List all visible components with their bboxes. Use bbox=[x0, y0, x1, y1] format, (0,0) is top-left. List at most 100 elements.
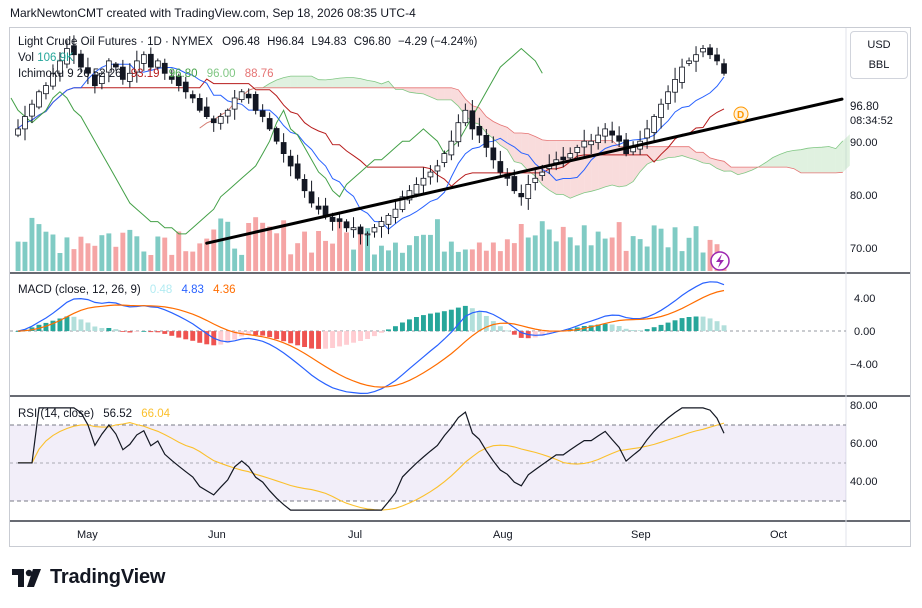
volume-bar bbox=[260, 222, 266, 271]
volume-bar bbox=[539, 221, 545, 271]
ichimoku-kijun bbox=[17, 78, 725, 187]
candle-body bbox=[78, 53, 84, 68]
price-candles[interactable] bbox=[15, 35, 727, 246]
cloud-segment bbox=[772, 154, 780, 168]
cloud-segment bbox=[744, 167, 752, 173]
rsi-tick-60: 60.00 bbox=[850, 438, 878, 450]
volume-bar bbox=[595, 231, 601, 271]
x-label-aug: Aug bbox=[493, 529, 513, 541]
candle-body bbox=[357, 226, 364, 235]
macd-hist-bar bbox=[169, 331, 175, 336]
volume-bar bbox=[295, 243, 301, 271]
cloud-segment bbox=[584, 140, 592, 193]
candle-body bbox=[259, 110, 266, 117]
dividend-marker[interactable] bbox=[733, 106, 749, 122]
volume-bar bbox=[483, 250, 489, 271]
cloud-segment bbox=[682, 146, 690, 158]
candle-body bbox=[189, 94, 196, 99]
candle-body bbox=[210, 118, 217, 124]
candle-body bbox=[490, 147, 497, 161]
countdown-label: 08:34:52 bbox=[850, 115, 893, 127]
candle-body bbox=[567, 153, 574, 159]
chart-frame[interactable]: 96.80 08:34:52 90.00 80.00 70.00 D 4.00 … bbox=[9, 27, 911, 547]
macd-hist-bar bbox=[679, 318, 685, 331]
legend-ichimoku-label[interactable]: Ichimoku 9 26 52 26 bbox=[18, 68, 122, 80]
candle-body bbox=[182, 81, 189, 93]
currency-button[interactable]: USD bbox=[867, 39, 891, 51]
rsi-legend-label: RSI (14, close) bbox=[18, 408, 94, 420]
macd-hist-bar bbox=[707, 318, 713, 332]
macd-hist-bar bbox=[134, 331, 140, 332]
volume-bar bbox=[435, 219, 440, 271]
candle-body bbox=[273, 128, 280, 142]
volume-bar bbox=[476, 242, 482, 271]
trendline[interactable] bbox=[205, 97, 844, 245]
macd-hist-bar bbox=[274, 331, 280, 340]
volume-bar bbox=[337, 218, 342, 271]
volume-bar bbox=[679, 251, 685, 271]
candle-body bbox=[120, 66, 126, 80]
candle-body bbox=[665, 91, 671, 104]
volume-bar bbox=[15, 241, 21, 271]
cloud-segment bbox=[710, 157, 718, 169]
volume-bar bbox=[462, 249, 468, 271]
cloud-segment bbox=[367, 80, 375, 88]
cloud-segment bbox=[737, 167, 745, 175]
volume-bar bbox=[623, 250, 629, 271]
candle-body bbox=[714, 54, 720, 62]
candle-body bbox=[497, 161, 504, 173]
volume-bar bbox=[525, 237, 531, 271]
macd-hist-bar bbox=[176, 331, 182, 338]
macd-hist-bar bbox=[316, 331, 321, 349]
price-scale-selector[interactable]: USD BBL bbox=[850, 31, 908, 79]
candle-body bbox=[532, 177, 539, 183]
candle-body bbox=[602, 128, 609, 137]
volume-bar bbox=[176, 231, 182, 271]
x-label-may: May bbox=[77, 529, 98, 541]
legend-open: 96.48 bbox=[231, 36, 260, 48]
macd-hist-bar bbox=[162, 331, 168, 334]
cloud-segment bbox=[577, 140, 585, 196]
volume-bar bbox=[553, 241, 559, 271]
cloud-segment bbox=[640, 146, 648, 172]
volume-bar bbox=[393, 242, 398, 271]
volume-bar bbox=[78, 236, 84, 271]
volume-bar bbox=[239, 254, 245, 271]
candle-body bbox=[350, 227, 357, 231]
instrument-title[interactable]: Light Crude Oil Futures · 1D · NYMEX bbox=[18, 36, 213, 48]
cloud-segment bbox=[696, 152, 704, 163]
legend-ichimoku-v4: 88.76 bbox=[244, 68, 274, 80]
x-label-oct: Oct bbox=[770, 529, 787, 541]
tradingview-logo[interactable]: TradingView bbox=[12, 566, 165, 589]
unit-button[interactable]: BBL bbox=[868, 59, 890, 71]
macd-hist-bar bbox=[658, 324, 664, 331]
cloud-segment bbox=[779, 151, 787, 168]
macd-signal-line bbox=[17, 289, 725, 388]
macd-hist-bar bbox=[92, 326, 98, 332]
rsi-legend-ma: 66.04 bbox=[141, 408, 170, 420]
volume-bar bbox=[379, 245, 384, 271]
macd-hist-bar bbox=[71, 316, 77, 331]
cloud-segment bbox=[786, 150, 794, 169]
cloud-segment bbox=[842, 134, 850, 173]
current-price-label: 96.80 bbox=[850, 101, 879, 113]
candle-body bbox=[413, 184, 420, 195]
macd-hist-bar bbox=[337, 331, 342, 347]
volume-bar bbox=[218, 218, 224, 271]
macd-hist-bar bbox=[637, 330, 643, 331]
macd-hist-bar bbox=[218, 331, 224, 345]
legend-vol-label[interactable]: Vol bbox=[18, 52, 34, 64]
candle-body bbox=[462, 109, 469, 124]
chart-canvas[interactable]: 96.80 08:34:52 90.00 80.00 70.00 D 4.00 … bbox=[10, 28, 910, 546]
volume-bar bbox=[99, 235, 105, 271]
cloud-segment bbox=[374, 81, 382, 88]
volume-bar bbox=[155, 236, 161, 271]
macd-hist-bar bbox=[232, 331, 238, 340]
cloud-segment bbox=[661, 146, 669, 160]
volume-bar bbox=[57, 253, 63, 271]
candle-body bbox=[616, 135, 623, 142]
volume-bar bbox=[106, 233, 112, 271]
cloud-segment bbox=[444, 87, 452, 100]
macd-hist-bar bbox=[183, 331, 189, 340]
volume-bar bbox=[658, 228, 664, 271]
